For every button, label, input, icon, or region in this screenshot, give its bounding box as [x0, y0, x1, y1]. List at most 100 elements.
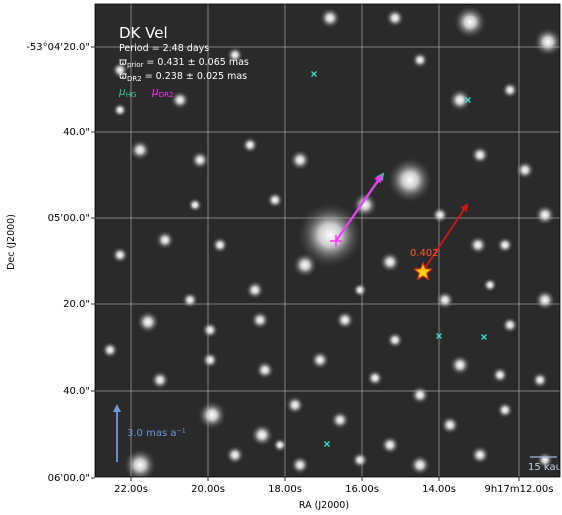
cyan-x-marker: [436, 333, 442, 339]
x-tick-label-3: 18.00s: [268, 484, 302, 495]
y-tick-label-3: 05'00.0": [48, 213, 90, 224]
background-star: [290, 150, 310, 170]
background-star: [320, 8, 340, 28]
background-star: [336, 311, 354, 329]
background-star: [242, 137, 258, 153]
background-star: [352, 452, 368, 468]
background-star: [137, 311, 159, 333]
cyan-x-marker: [481, 334, 487, 340]
background-star: [198, 401, 226, 429]
background-star: [381, 436, 399, 454]
background-star: [112, 62, 128, 78]
background-star: [151, 371, 169, 389]
cyan-x-marker: [311, 71, 317, 77]
mu-dr2-arrow: [335, 174, 383, 242]
period-line: Period = 2.48 days: [119, 43, 209, 54]
background-star: [124, 449, 156, 477]
background-star: [246, 281, 264, 299]
background-star: [502, 317, 518, 333]
background-star: [212, 237, 228, 253]
background-star: [273, 438, 287, 452]
scale-arrow-label: 3.0 mas a⁻¹: [127, 428, 186, 439]
background-star: [298, 203, 362, 267]
background-star: [353, 283, 367, 297]
target-label: 0.402: [410, 248, 439, 259]
background-star: [353, 193, 377, 217]
background-star: [130, 140, 150, 160]
background-star: [102, 342, 118, 358]
y-tick-label-5: 40.0": [63, 386, 90, 397]
background-star: [412, 52, 428, 68]
background-star: [387, 332, 403, 348]
background-star: [535, 290, 555, 310]
dr2-line: ϖDR2 = 0.238 ± 0.025 mas: [119, 71, 247, 83]
background-star: [483, 278, 497, 292]
background-star: [182, 292, 198, 308]
chart-title: DK Vel: [119, 24, 168, 42]
background-star: [471, 146, 489, 164]
background-star: [450, 355, 470, 375]
background-star: [410, 455, 430, 475]
background-star: [388, 158, 432, 202]
background-star: [516, 161, 534, 179]
axis-ticks: [91, 46, 520, 481]
background-star: [492, 367, 508, 383]
x-tick-label-5: 14.00s: [422, 484, 456, 495]
background-star: [251, 311, 269, 329]
background-star: [202, 322, 218, 338]
prior-line: ϖprior = 0.431 ± 0.065 mas: [119, 57, 249, 69]
background-star: [502, 82, 518, 98]
background-star: [227, 47, 243, 63]
background-star: [534, 28, 560, 56]
background-star: [267, 192, 283, 208]
background-star: [537, 452, 553, 468]
background-star: [331, 411, 349, 429]
x-tick-label-2: 20.00s: [191, 484, 225, 495]
background-star: [286, 396, 304, 414]
background-star: [256, 361, 274, 379]
background-star: [469, 236, 487, 254]
plot-frame: [94, 3, 561, 478]
background-star: [291, 456, 309, 474]
background-star: [386, 9, 404, 27]
x-tick-label-1: 22.00s: [114, 484, 148, 495]
background-star: [367, 370, 383, 386]
background-star: [311, 351, 329, 369]
background-star: [497, 237, 513, 253]
x-tick-label-4: 16.00s: [345, 484, 379, 495]
grid-lines: [95, 4, 560, 477]
x-tick-label-6: 9h17m12.00s: [484, 484, 553, 495]
background-star: [191, 151, 209, 169]
background-star: [202, 352, 218, 368]
background-star: [471, 446, 489, 464]
background-star: [441, 416, 459, 434]
background-star: [293, 253, 317, 277]
y-axis-label: Dec (J2000): [6, 214, 17, 270]
cyan-markers: [311, 71, 487, 447]
background-star: [113, 103, 127, 117]
background-star: [171, 91, 189, 109]
star-field: [102, 6, 560, 477]
background-star: [226, 446, 244, 464]
background-star: [380, 252, 400, 272]
background-star: [532, 372, 548, 388]
target-star-marker: [412, 261, 434, 281]
background-star: [535, 205, 555, 225]
target-arrow: [422, 203, 469, 272]
y-tick-label-4: 20.0": [63, 299, 90, 310]
y-tick-label-6: 06'00.0": [48, 473, 90, 484]
background-star: [156, 231, 174, 249]
background-star: [188, 198, 202, 212]
x-axis-label: RA (J2000): [299, 500, 349, 511]
background-star: [454, 6, 486, 38]
background-star: [497, 402, 513, 418]
y-tick-label-2: 40.0": [63, 127, 90, 138]
background-star: [432, 207, 448, 223]
y-tick-label-1: -53°04'20.0": [26, 42, 90, 53]
background-star: [411, 386, 429, 404]
scale-bar-label: 15 kau: [528, 462, 562, 473]
background-star: [112, 247, 128, 263]
bright-star-marker: [330, 235, 342, 247]
background-star: [449, 89, 471, 111]
